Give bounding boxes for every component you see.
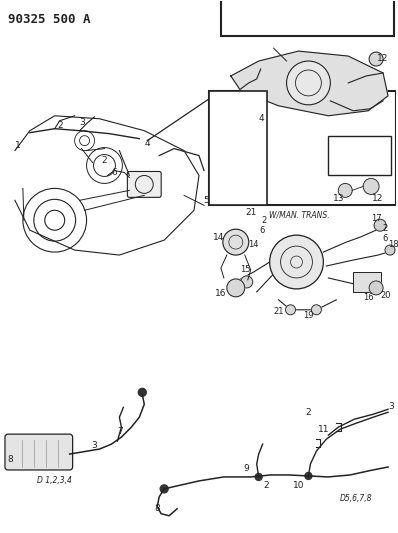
Text: 7: 7 xyxy=(117,426,123,435)
Circle shape xyxy=(160,485,168,493)
Bar xyxy=(209,91,396,205)
Text: 6: 6 xyxy=(382,233,388,243)
Text: 16: 16 xyxy=(363,293,373,302)
Bar xyxy=(328,136,391,175)
Text: 14: 14 xyxy=(213,232,224,241)
Text: 1: 1 xyxy=(15,141,21,150)
Circle shape xyxy=(138,389,146,397)
Text: 3: 3 xyxy=(388,402,394,411)
Text: 10: 10 xyxy=(293,481,304,490)
Text: 12: 12 xyxy=(377,53,389,62)
Bar xyxy=(221,0,394,36)
Text: 8: 8 xyxy=(7,455,13,464)
Circle shape xyxy=(255,473,262,480)
Text: 6: 6 xyxy=(111,168,117,177)
Bar xyxy=(353,272,381,292)
Text: 16: 16 xyxy=(215,289,226,298)
Text: 8: 8 xyxy=(154,504,160,513)
Text: 2: 2 xyxy=(261,216,266,225)
Text: 15: 15 xyxy=(240,265,251,274)
Circle shape xyxy=(311,305,321,315)
Circle shape xyxy=(269,235,323,289)
Text: 2: 2 xyxy=(382,224,388,233)
Circle shape xyxy=(223,229,249,255)
Text: 17: 17 xyxy=(371,214,381,223)
Circle shape xyxy=(363,179,379,195)
Circle shape xyxy=(369,52,383,66)
Text: 2: 2 xyxy=(57,121,62,130)
Text: D 1,2,3,4: D 1,2,3,4 xyxy=(37,476,72,485)
Text: 9: 9 xyxy=(244,464,250,473)
FancyBboxPatch shape xyxy=(127,172,161,197)
Text: 21: 21 xyxy=(245,208,256,217)
Bar xyxy=(209,91,267,205)
Text: 3: 3 xyxy=(80,118,86,127)
Circle shape xyxy=(374,219,386,231)
Text: 4: 4 xyxy=(259,114,265,123)
Text: 3: 3 xyxy=(92,441,98,450)
Text: 4: 4 xyxy=(144,139,150,148)
Text: 14: 14 xyxy=(248,240,259,248)
Text: 90325 500 A: 90325 500 A xyxy=(8,13,90,26)
Text: 11: 11 xyxy=(318,425,329,434)
Text: W/MAN. TRANS.: W/MAN. TRANS. xyxy=(269,211,329,219)
Circle shape xyxy=(305,472,312,479)
Text: 5: 5 xyxy=(203,196,209,205)
Circle shape xyxy=(369,281,383,295)
Text: D5,6,7,8: D5,6,7,8 xyxy=(340,494,373,503)
Text: 2: 2 xyxy=(306,408,311,417)
Text: 19: 19 xyxy=(303,311,314,320)
Circle shape xyxy=(285,305,295,315)
FancyBboxPatch shape xyxy=(5,434,72,470)
Polygon shape xyxy=(231,51,388,116)
Circle shape xyxy=(227,279,245,297)
Circle shape xyxy=(287,61,330,105)
Circle shape xyxy=(385,245,395,255)
Text: 13: 13 xyxy=(333,194,344,203)
Text: 20: 20 xyxy=(381,292,391,301)
Text: 6: 6 xyxy=(259,225,264,235)
Text: 2: 2 xyxy=(101,156,107,165)
Text: 12: 12 xyxy=(373,194,384,203)
Text: 18: 18 xyxy=(388,240,398,248)
Text: 21: 21 xyxy=(273,307,284,316)
Circle shape xyxy=(338,183,352,197)
Text: 2: 2 xyxy=(264,481,269,490)
Circle shape xyxy=(241,276,253,288)
